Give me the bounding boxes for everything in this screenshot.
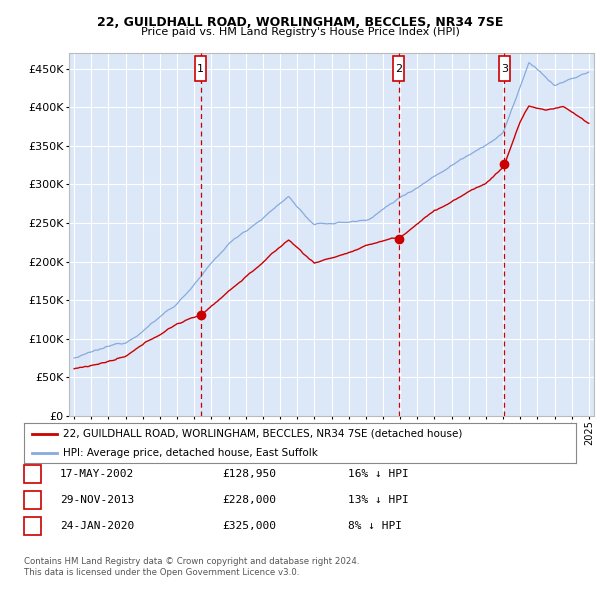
Text: 17-MAY-2002: 17-MAY-2002 bbox=[60, 469, 134, 478]
Text: This data is licensed under the Open Government Licence v3.0.: This data is licensed under the Open Gov… bbox=[24, 568, 299, 577]
Text: 3: 3 bbox=[29, 521, 36, 530]
Text: 13% ↓ HPI: 13% ↓ HPI bbox=[348, 495, 409, 504]
Text: 16% ↓ HPI: 16% ↓ HPI bbox=[348, 469, 409, 478]
Text: 22, GUILDHALL ROAD, WORLINGHAM, BECCLES, NR34 7SE (detached house): 22, GUILDHALL ROAD, WORLINGHAM, BECCLES,… bbox=[62, 429, 462, 439]
FancyBboxPatch shape bbox=[393, 56, 404, 81]
Text: 3: 3 bbox=[501, 64, 508, 74]
Text: 2: 2 bbox=[29, 495, 36, 504]
Text: £325,000: £325,000 bbox=[222, 521, 276, 530]
Text: 24-JAN-2020: 24-JAN-2020 bbox=[60, 521, 134, 530]
Text: £128,950: £128,950 bbox=[222, 469, 276, 478]
Text: £228,000: £228,000 bbox=[222, 495, 276, 504]
FancyBboxPatch shape bbox=[499, 56, 510, 81]
Text: HPI: Average price, detached house, East Suffolk: HPI: Average price, detached house, East… bbox=[62, 448, 317, 458]
Text: 22, GUILDHALL ROAD, WORLINGHAM, BECCLES, NR34 7SE: 22, GUILDHALL ROAD, WORLINGHAM, BECCLES,… bbox=[97, 16, 503, 29]
Text: Price paid vs. HM Land Registry's House Price Index (HPI): Price paid vs. HM Land Registry's House … bbox=[140, 28, 460, 37]
FancyBboxPatch shape bbox=[195, 56, 206, 81]
Text: 1: 1 bbox=[29, 469, 36, 478]
Text: 1: 1 bbox=[197, 64, 204, 74]
Text: Contains HM Land Registry data © Crown copyright and database right 2024.: Contains HM Land Registry data © Crown c… bbox=[24, 557, 359, 566]
Text: 2: 2 bbox=[395, 64, 402, 74]
Text: 29-NOV-2013: 29-NOV-2013 bbox=[60, 495, 134, 504]
Text: 8% ↓ HPI: 8% ↓ HPI bbox=[348, 521, 402, 530]
